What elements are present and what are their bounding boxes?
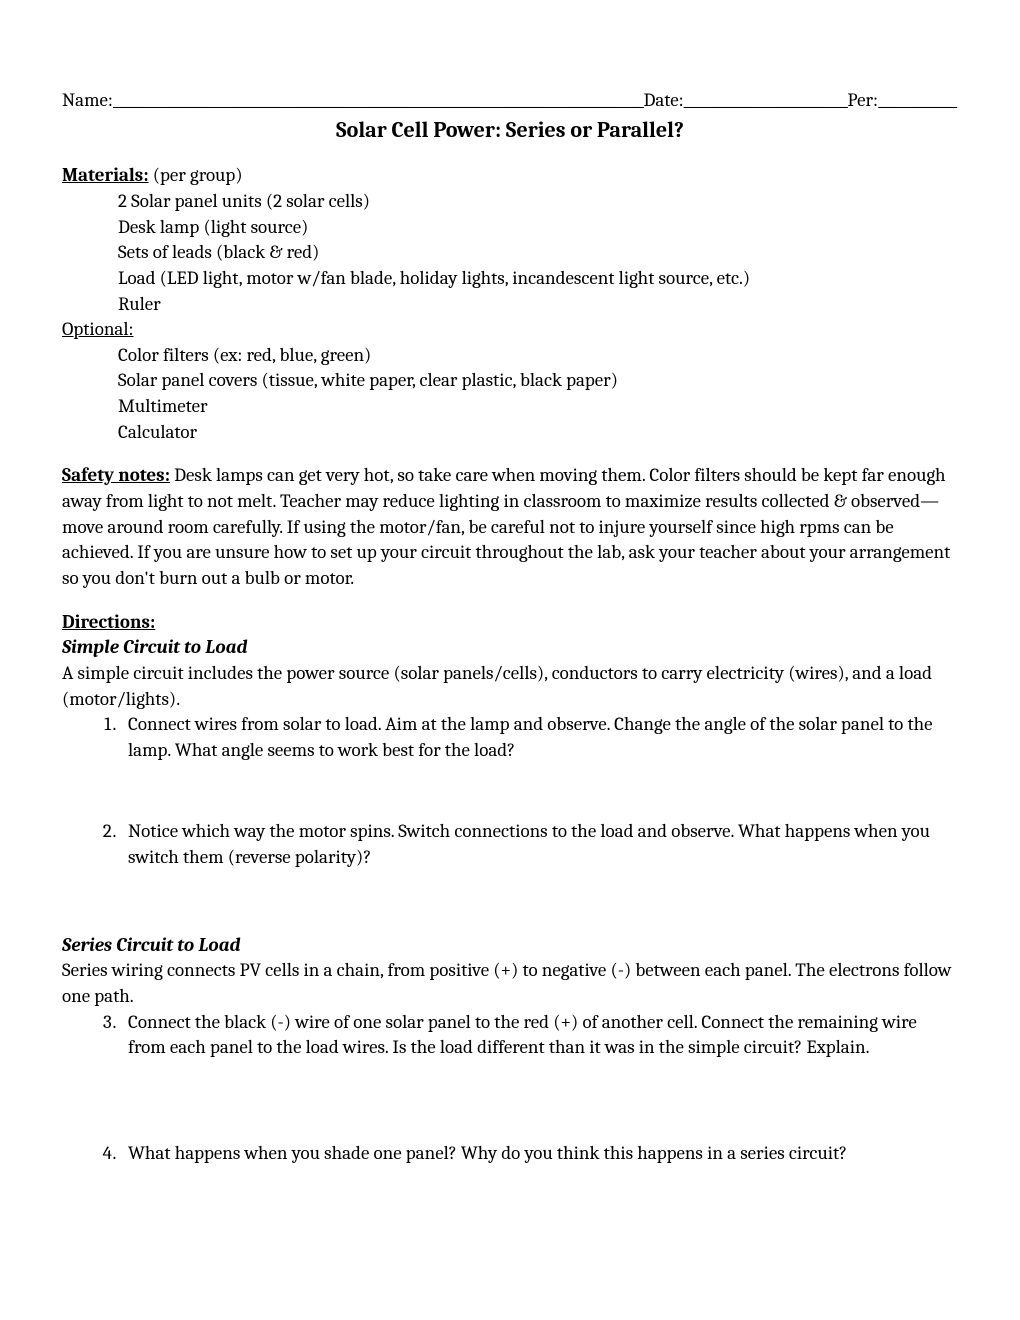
optional-item: Solar panel covers (tissue, white paper,… (118, 368, 958, 394)
series-subheading: Series Circuit to Load (62, 934, 240, 956)
per-blank[interactable]: ____________ (878, 88, 957, 114)
simple-subheading: Simple Circuit to Load (62, 636, 247, 658)
optional-section: Optional: Color filters (ex: red, blue, … (62, 317, 958, 445)
optional-item: Multimeter (118, 394, 958, 420)
optional-heading: Optional: (62, 318, 134, 340)
question-2-text: Notice which way the motor spins. Switch… (128, 820, 930, 868)
per-label: Per: (847, 88, 878, 114)
materials-qualifier: (per group) (149, 164, 243, 186)
page-title: Solar Cell Power: Series or Parallel? (62, 116, 958, 146)
series-intro: Series wiring connects PV cells in a cha… (62, 958, 958, 1009)
safety-section: Safety notes: Desk lamps can get very ho… (62, 463, 958, 591)
question-1: Connect wires from solar to load. Aim at… (120, 712, 958, 763)
date-blank[interactable]: _________________________ (684, 88, 848, 114)
simple-questions-2: Notice which way the motor spins. Switch… (62, 819, 958, 870)
safety-body: Desk lamps can get very hot, so take car… (62, 464, 950, 589)
question-4-text: What happens when you shade one panel? W… (128, 1142, 847, 1164)
question-2: Notice which way the motor spins. Switch… (120, 819, 958, 870)
series-questions-2: What happens when you shade one panel? W… (62, 1141, 958, 1167)
materials-item: Load (LED light, motor w/fan blade, holi… (118, 266, 958, 292)
optional-list: Color filters (ex: red, blue, green) Sol… (62, 343, 958, 446)
materials-item: 2 Solar panel units (2 solar cells) (118, 189, 958, 215)
materials-section: Materials: (per group) 2 Solar panel uni… (62, 163, 958, 317)
question-4: What happens when you shade one panel? W… (120, 1141, 958, 1167)
worksheet-page: Name:___________________________________… (0, 0, 1020, 1320)
materials-item: Sets of leads (black & red) (118, 240, 958, 266)
date-label: Date: (643, 88, 683, 114)
simple-questions: Connect wires from solar to load. Aim at… (62, 712, 958, 763)
safety-heading: Safety notes: (62, 464, 170, 486)
question-3-text: Connect the black (-) wire of one solar … (128, 1011, 917, 1059)
question-3: Connect the black (-) wire of one solar … (120, 1010, 958, 1061)
simple-intro: A simple circuit includes the power sour… (62, 661, 958, 712)
materials-item: Ruler (118, 292, 958, 318)
optional-item: Calculator (118, 420, 958, 446)
header-row: Name:___________________________________… (62, 88, 958, 114)
materials-list: 2 Solar panel units (2 solar cells) Desk… (62, 189, 958, 317)
materials-item: Desk lamp (light source) (118, 215, 958, 241)
optional-item: Color filters (ex: red, blue, green) (118, 343, 958, 369)
directions-heading: Directions: (62, 611, 155, 633)
name-blank[interactable]: ________________________________________… (113, 88, 643, 114)
materials-heading: Materials: (62, 164, 149, 186)
question-1-text: Connect wires from solar to load. Aim at… (128, 713, 933, 761)
name-label: Name: (62, 88, 113, 114)
series-questions: Connect the black (-) wire of one solar … (62, 1010, 958, 1061)
